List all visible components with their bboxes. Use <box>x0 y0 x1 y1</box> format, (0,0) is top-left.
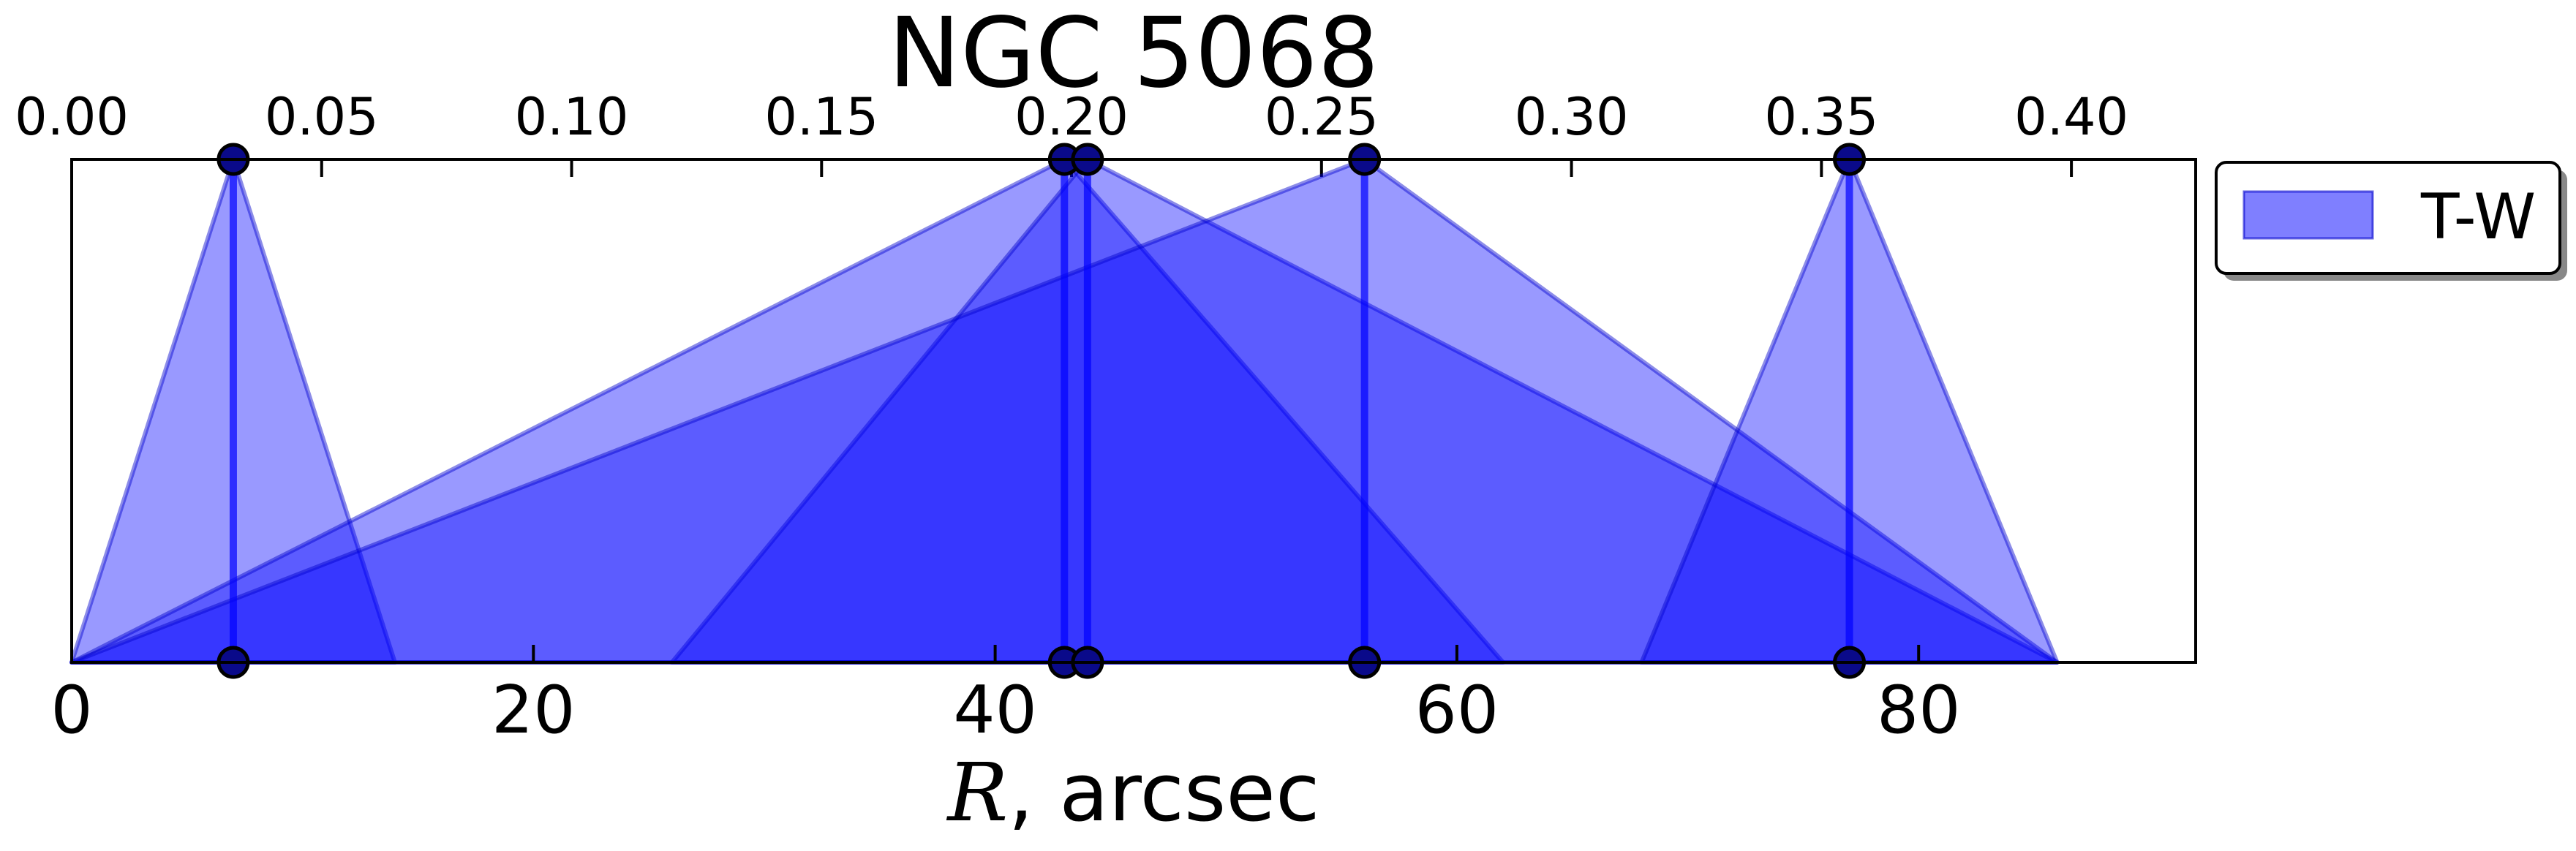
top-tick-label: 0.40 <box>2014 87 2128 147</box>
top-tick-label: 0.35 <box>1764 87 1878 147</box>
top-tick-label: 0.10 <box>515 87 629 147</box>
x-tick-label: 40 <box>953 672 1037 749</box>
legend-box <box>2215 161 2561 275</box>
plot-frame <box>70 158 2197 664</box>
x-tick-label: 80 <box>1877 672 1961 749</box>
top-tick-label: 0.30 <box>1515 87 1629 147</box>
top-tick-label: 0.15 <box>764 87 878 147</box>
x-tick-label: 0 <box>50 672 92 749</box>
top-axis: 0.00 0.05 0.10 0.15 0.20 0.25 0.30 0.35 0.40 <box>15 87 2128 177</box>
top-tick-label: 0.00 <box>15 87 129 147</box>
top-tick-label: 0.25 <box>1265 87 1379 147</box>
legend-label: T-W <box>2420 181 2536 254</box>
peak-lines <box>229 159 1853 662</box>
legend-swatch <box>2242 190 2374 240</box>
legend: T-W <box>2215 161 2567 281</box>
bottom-axis: 0 20 40 60 80 <box>50 645 1960 749</box>
top-tick-label: 0.05 <box>265 87 379 147</box>
x-tick-label: 60 <box>1415 672 1499 749</box>
x-tick-label: 20 <box>492 672 576 749</box>
top-tick-label: 0.20 <box>1014 87 1129 147</box>
chart-title: NGC 5068 <box>888 0 1379 110</box>
x-axis-label: R, arcsec <box>946 746 1320 839</box>
